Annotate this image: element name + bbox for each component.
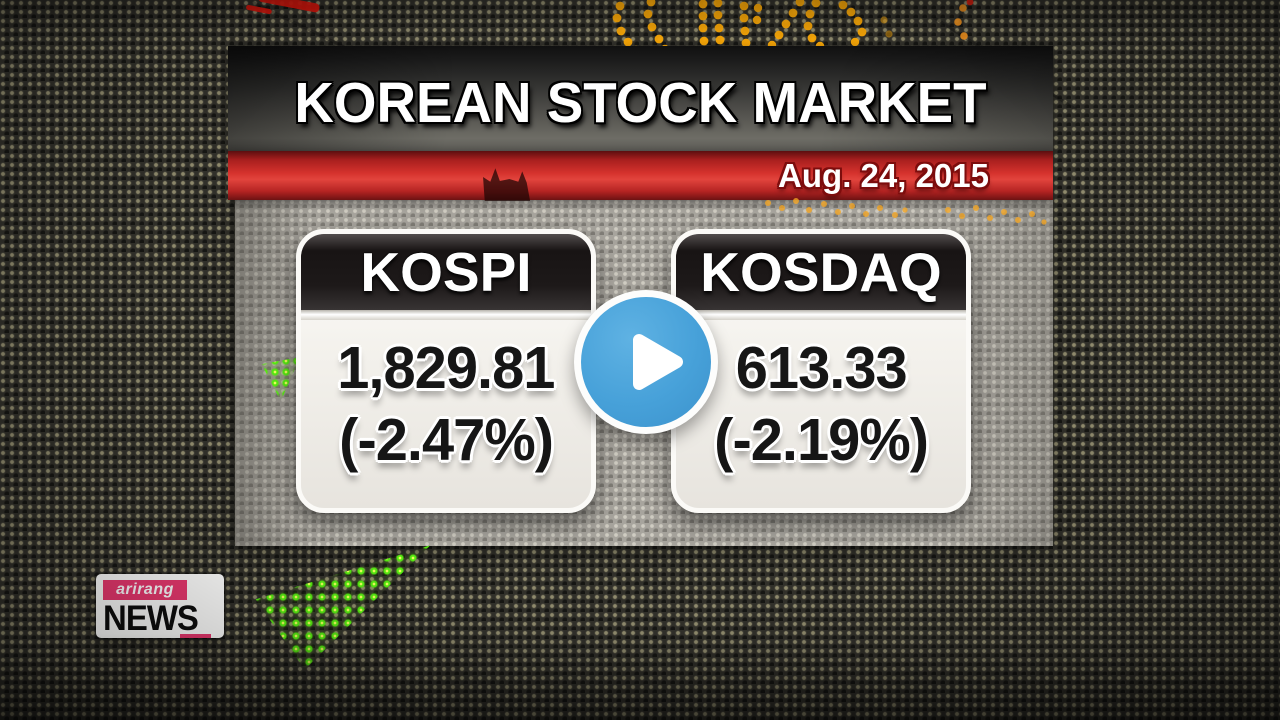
index-change: (-2.19%) [714,407,929,473]
cat-silhouette-decoration [483,168,531,201]
play-icon [633,334,683,390]
broadcast-date: Aug. 24, 2015 [778,157,989,194]
play-button-circle [581,297,711,427]
index-name: KOSDAQ [700,241,942,303]
index-value: 613.33 [735,335,908,401]
arirang-news-logo: arirang NEWS [96,574,224,638]
index-card-body: 1,829.81 (-2.47%) [301,320,591,472]
logo-underline-decoration [180,634,211,638]
news-wordmark: NEWS [103,599,199,638]
card-shine-strip [676,310,966,320]
arirang-wordmark: arirang [116,581,174,598]
play-button[interactable] [574,290,718,434]
headline-title: KOREAN STOCK MARKET [294,70,987,135]
index-card-kospi: KOSPI 1,829.81 (-2.47%) [296,229,596,513]
card-shine-strip [301,310,591,320]
title-banner: KOREAN STOCK MARKET [228,46,1053,151]
index-change: (-2.47%) [339,407,554,473]
arirang-wordmark-bar: arirang [103,580,187,600]
index-card-header: KOSDAQ [676,234,966,310]
index-name: KOSPI [360,241,532,303]
date-banner: Aug. 24, 2015 [228,151,1053,201]
index-value: 1,829.81 [337,335,555,401]
index-card-body: 613.33 (-2.19%) [676,320,966,472]
index-card-header: KOSPI [301,234,591,310]
index-card-kosdaq: KOSDAQ 613.33 (-2.19%) [671,229,971,513]
